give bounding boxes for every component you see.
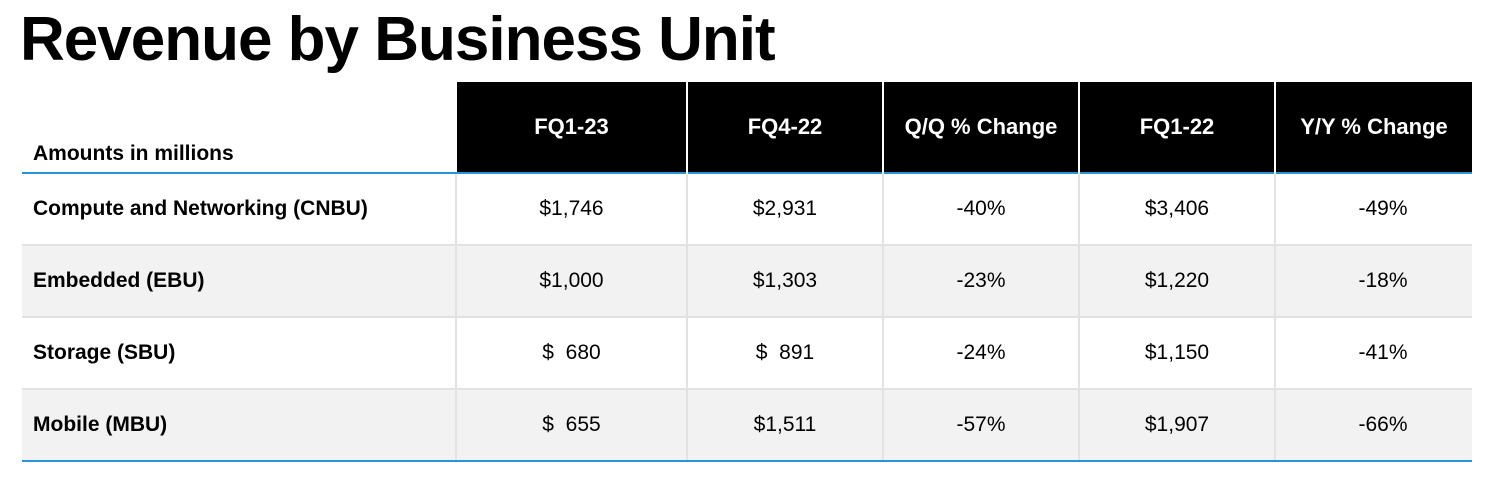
cell-value: $ 680 [455,316,687,389]
cell-value: -40% [882,172,1079,245]
table-header-row: Amounts in millions FQ1-23 FQ4-22 Q/Q % … [22,82,1472,174]
table-row: Embedded (EBU) $1,000 $1,303 -23% $1,220… [22,244,1472,317]
amounts-unit-label: Amounts in millions [22,82,456,174]
table-row: Compute and Networking (CNBU) $1,746 $2,… [22,172,1472,245]
cell-value: $1,511 [686,388,883,462]
cell-value: $1,000 [455,244,687,317]
cell-value: -24% [882,316,1079,389]
row-name-ebu: Embedded (EBU) [22,244,456,317]
revenue-table: Amounts in millions FQ1-23 FQ4-22 Q/Q % … [22,82,1472,462]
row-name-sbu: Storage (SBU) [22,316,456,389]
row-name-mbu: Mobile (MBU) [22,388,456,462]
cell-value: $3,406 [1078,172,1275,245]
cell-value: $ 891 [686,316,883,389]
cell-value: $1,150 [1078,316,1275,389]
cell-value: $1,746 [455,172,687,245]
row-name-cnbu: Compute and Networking (CNBU) [22,172,456,245]
cell-value: -49% [1274,172,1472,245]
cell-value: -57% [882,388,1079,462]
table-row: Mobile (MBU) $ 655 $1,511 -57% $1,907 -6… [22,388,1472,462]
cell-value: $1,220 [1078,244,1275,317]
table-row: Storage (SBU) $ 680 $ 891 -24% $1,150 -4… [22,316,1472,389]
column-header-fq1-22: FQ1-22 [1078,82,1275,173]
cell-value: -41% [1274,316,1472,389]
column-header-qq-change: Q/Q % Change [882,82,1079,173]
cell-value: $1,303 [686,244,883,317]
cell-value: -66% [1274,388,1472,462]
column-header-fq4-22: FQ4-22 [686,82,883,173]
cell-value: $1,907 [1078,388,1275,462]
cell-value: $2,931 [686,172,883,245]
cell-value: -18% [1274,244,1472,317]
column-header-yy-change: Y/Y % Change [1274,82,1472,173]
page-title: Revenue by Business Unit [20,5,776,74]
cell-value: -23% [882,244,1079,317]
cell-value: $ 655 [455,388,687,462]
column-header-fq1-23: FQ1-23 [455,82,687,173]
